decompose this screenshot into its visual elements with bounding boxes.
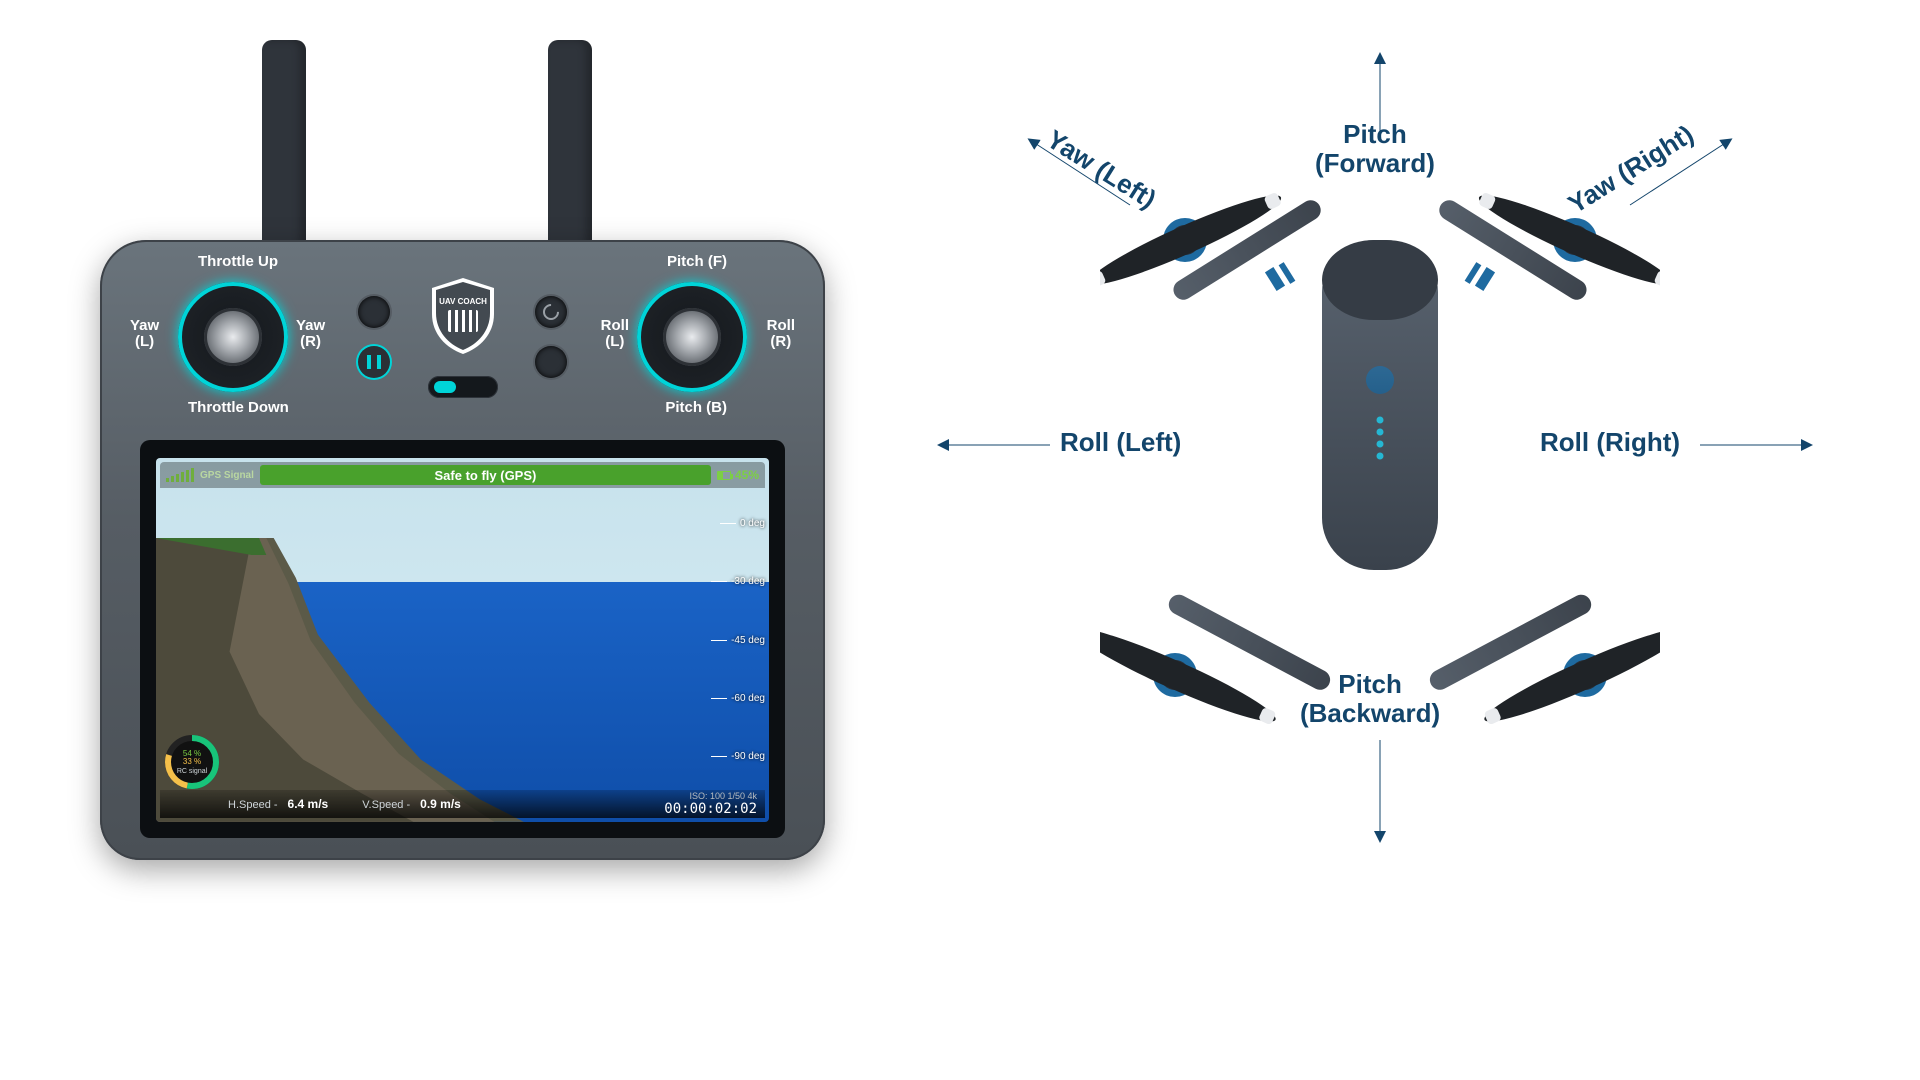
left-joystick[interactable] xyxy=(178,282,288,392)
brand-logo-icon: UAV COACH xyxy=(428,276,498,356)
label-throttle-up: Throttle Up xyxy=(198,254,278,270)
battery-icon xyxy=(717,471,731,480)
battery-indicator: 45% xyxy=(717,468,759,482)
hspeed-label: H.Speed - xyxy=(228,799,278,811)
controller-body: Throttle Up Throttle Down Yaw (L) Yaw (R… xyxy=(100,240,825,860)
timecode: 00:00:02:02 xyxy=(664,801,757,817)
antenna-right xyxy=(548,40,592,260)
label-yaw-left: Yaw (L) xyxy=(130,318,159,350)
gimbal-degree-scale: 0 deg -30 deg -45 deg -60 deg -90 deg xyxy=(703,518,765,762)
deg-tick: -30 deg xyxy=(711,576,765,587)
movement-diagram: Pitch (Forward) Pitch (Backward) Roll (L… xyxy=(920,40,1820,870)
gps-signal-icon xyxy=(166,468,194,482)
mode-slider[interactable] xyxy=(428,376,498,398)
battery-pct: 45% xyxy=(735,468,759,482)
label-roll-l: Roll (L) xyxy=(601,318,629,350)
fn-button-icon[interactable] xyxy=(535,346,567,378)
vspeed-value: 0.9 m/s xyxy=(420,797,461,811)
drone-icon xyxy=(1100,170,1660,730)
label-pitch-f: Pitch (F) xyxy=(667,254,727,270)
power-button-icon[interactable] xyxy=(535,296,567,328)
controller-upper-panel: Throttle Up Throttle Down Yaw (L) Yaw (R… xyxy=(100,240,825,440)
gps-label: GPS Signal xyxy=(200,470,254,481)
svg-text:UAV COACH: UAV COACH xyxy=(439,297,487,306)
iso-line: ISO: 100 1/50 4k xyxy=(689,791,757,801)
pause-button-icon[interactable] xyxy=(358,346,390,378)
label-pitch-forward: Pitch (Forward) xyxy=(1315,120,1435,177)
flight-status: Safe to fly (GPS) xyxy=(260,465,711,485)
label-pitch-b: Pitch (B) xyxy=(665,400,727,416)
label-roll-r: Roll (R) xyxy=(767,318,795,350)
deg-tick: 0 deg xyxy=(720,518,765,529)
fpv-screen[interactable]: GPS Signal Safe to fly (GPS) 45% 0 deg -… xyxy=(156,458,769,822)
deg-tick: -45 deg xyxy=(711,635,765,646)
fpv-screen-bezel: GPS Signal Safe to fly (GPS) 45% 0 deg -… xyxy=(140,440,785,838)
deg-tick: -60 deg xyxy=(711,693,765,704)
antenna-left xyxy=(262,40,306,260)
right-joystick[interactable] xyxy=(637,282,747,392)
deg-tick: -90 deg xyxy=(711,751,765,762)
rc-signal-gauge: 54 % 33 % RC signal xyxy=(164,734,220,790)
label-throttle-down: Throttle Down xyxy=(188,400,289,416)
controller: Throttle Up Throttle Down Yaw (L) Yaw (R… xyxy=(100,40,825,870)
gauge-val-2: 33 % xyxy=(183,758,201,766)
gauge-caption: RC signal xyxy=(177,768,207,775)
hud-bottom-bar: H.Speed - 6.4 m/s V.Speed - 0.9 m/s ISO:… xyxy=(160,790,765,818)
label-yaw-right: Yaw (R) xyxy=(296,318,325,350)
vspeed-label: V.Speed - xyxy=(362,799,410,811)
hspeed-value: 6.4 m/s xyxy=(288,797,329,811)
home-button-icon[interactable] xyxy=(358,296,390,328)
hud-top-bar: GPS Signal Safe to fly (GPS) 45% xyxy=(160,462,765,488)
